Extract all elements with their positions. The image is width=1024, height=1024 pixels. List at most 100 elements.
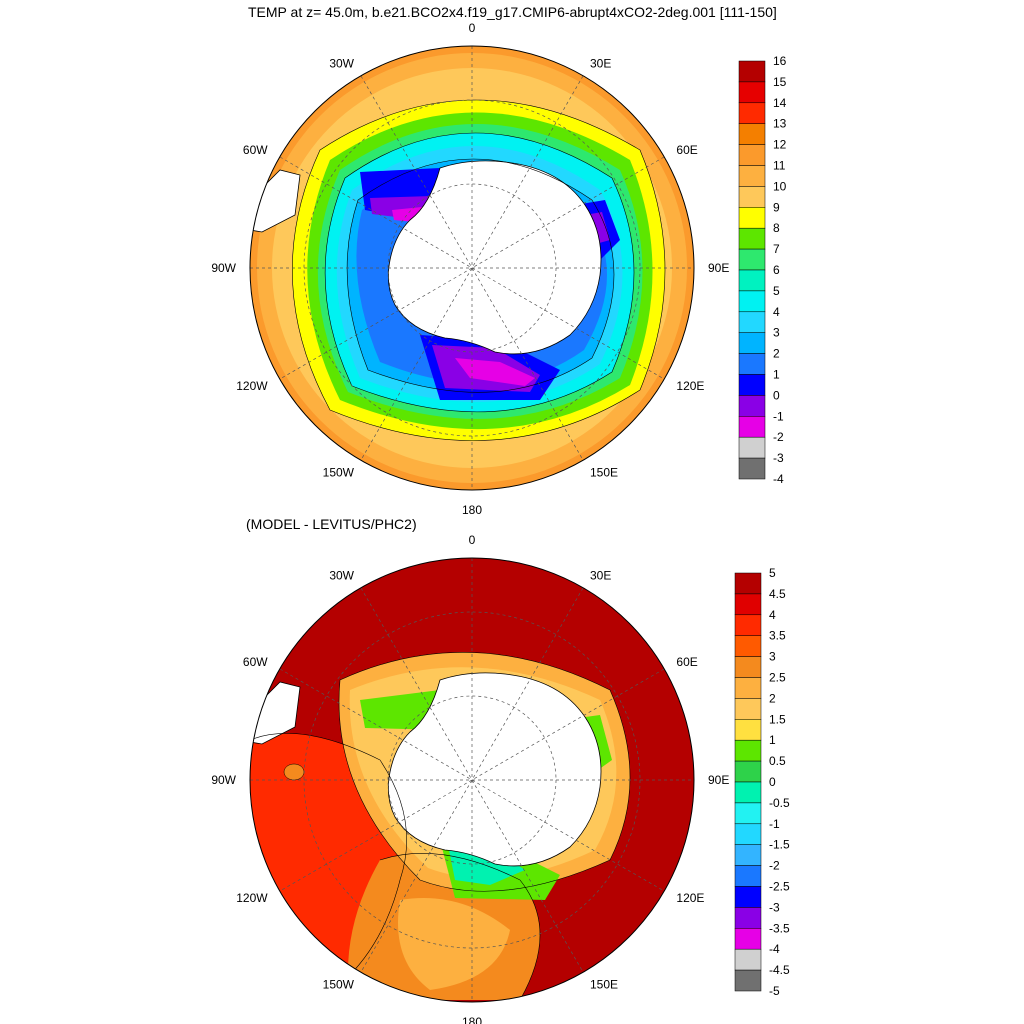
longitude-label-top: 180 [462,503,482,517]
difference-polar-map: 0 30E 60E 90E 120E 150E 180 150W 120W 90W 60W 30W [211,533,729,1024]
longitude-label-bottom: 120W [236,891,268,905]
difference-contours [250,652,631,1001]
colorbar-tick-label: 6 [773,263,780,277]
colorbar-swatch [738,81,766,104]
colorbar-swatch [734,802,762,825]
colorbar-tick-label: -3 [773,451,784,465]
colorbar-tick-label: 0.5 [769,754,786,768]
colorbar-swatch [738,374,766,396]
colorbar-tick-label: 2 [773,347,780,361]
colorbar-swatch [734,656,762,678]
longitude-label-bottom: 150W [323,977,355,991]
colorbar-tick-label: -4 [769,942,780,956]
temperature-contours [292,99,666,441]
longitude-label-top: 90W [211,261,236,275]
longitude-label-bottom: 90W [211,773,236,787]
colorbar-swatch [734,969,762,992]
longitude-label-top: 120E [676,379,704,393]
colorbar-tick-label: 14 [773,96,787,110]
colorbar-swatch [738,457,766,480]
colorbar-tick-label: -2 [773,430,784,444]
colorbar-tick-label: 13 [773,117,787,131]
colorbar-tick-label: -3 [769,900,780,914]
map-title-bottom: (MODEL - LEVITUS/PHC2) [246,516,417,532]
colorbar-tick-label: 8 [773,221,780,235]
colorbar-swatch [738,186,766,208]
colorbar-tick-label: -3.5 [769,921,790,935]
colorbar-swatch [738,311,766,333]
colorbar-swatch [738,248,766,271]
colorbar-tick-label: 1 [773,368,780,382]
colorbar-tick-label: 5 [769,566,776,580]
colorbar-swatch [738,353,766,375]
longitude-labels-top: 0 30E 60E 90E 120E 150E 180 150W 120W 90W 60W 30W [211,21,729,517]
longitude-label-top: 120W [236,379,268,393]
colorbar-tick-label: 1.5 [769,712,786,726]
longitude-label-bottom: 60E [676,655,697,669]
colorbar-swatch [738,436,766,459]
colorbar-swatch [738,395,766,417]
colorbar-swatch [734,739,762,762]
temperature-polar-map: 0 30E 60E 90E 120E 150E 180 150W 120W 90W 60W 30W [211,21,729,517]
colorbar-swatch [734,823,762,845]
colorbar-tick-label: 9 [773,200,780,214]
colorbar-swatch [738,102,766,124]
colorbar-tick-label: 11 [773,159,786,173]
colorbar-swatch [734,614,762,636]
colorbar-tick-label: -1.5 [769,838,790,852]
colorbar-tick-label: -2 [769,859,780,873]
colorbar-tick-label: -1 [769,817,780,831]
colorbar-swatch [738,165,766,187]
colorbar-swatch [738,332,766,354]
colorbar-swatch [734,677,762,699]
longitude-label-bottom: 60W [243,655,268,669]
colorbar-tick-label: -4 [773,472,784,486]
colorbar-tick-label: 12 [773,138,787,152]
colorbar-swatch [738,290,766,313]
colorbar-tick-label: 4 [773,305,780,319]
colorbar-tick-label: 1 [769,733,776,747]
colorbar-swatch [734,865,762,887]
longitude-label-top: 0 [469,21,476,35]
colorbar-swatch [734,886,762,908]
longitude-label-top: 150E [590,465,618,479]
longitude-label-top: 90E [708,261,729,275]
colorbar-tick-label: 3 [773,326,780,340]
colorbar-tick-label: -2.5 [769,880,790,894]
colorbar-tick-label: 3.5 [769,629,786,643]
colorbar-tick-label: 7 [773,242,780,256]
graticule-bottom [250,558,694,1002]
longitude-label-bottom: 90E [708,773,729,787]
colorbar-tick-label: 16 [773,54,787,68]
colorbar-swatch [738,227,766,250]
colorbar-tick-label: 0 [773,388,780,402]
colorbar-swatch [734,760,762,783]
map-title-top: TEMP at z= 45.0m, b.e21.BCO2x4.f19_g17.C… [248,4,777,20]
longitude-label-bottom: 150E [590,977,618,991]
colorbar-tick-label: 4 [769,608,776,622]
longitude-label-bottom: 0 [469,533,476,547]
colorbar-tick-label: -0.5 [769,796,790,810]
longitude-labels-bottom: 0 30E 60E 90E 120E 150E 180 150W 120W 90W 60W 30W [211,533,729,1024]
colorbar-tick-label: 10 [773,179,787,193]
colorbar-tick-label: 15 [773,75,787,89]
longitude-label-bottom: 30E [590,569,611,583]
longitude-label-bottom: 30W [329,569,354,583]
colorbar-swatch [738,123,766,145]
colorbar-tick-label: 2.5 [769,671,786,685]
colorbar-swatch [734,844,762,866]
colorbar-tick-label: -4.5 [769,963,790,977]
colorbar-swatch [734,907,762,929]
colorbar-swatch [734,572,762,595]
difference-colorbar: 5 4.5 4 3.5 3 2.5 2 1.5 1 0.5 0 -0.5 -1 -1.5 -2 -2.5 -3 -… [734,566,790,998]
colorbar-tick-label: -1 [773,409,784,423]
longitude-label-top: 60E [676,143,697,157]
longitude-label-top: 30E [590,57,611,71]
colorbar-tick-label: 5 [773,284,780,298]
longitude-label-top: 150W [323,465,355,479]
longitude-label-top: 30W [329,57,354,71]
colorbar-tick-label: 4.5 [769,587,786,601]
longitude-label-bottom: 120E [676,891,704,905]
colorbar-swatch [738,207,766,229]
colorbar-tick-label: 2 [769,691,776,705]
